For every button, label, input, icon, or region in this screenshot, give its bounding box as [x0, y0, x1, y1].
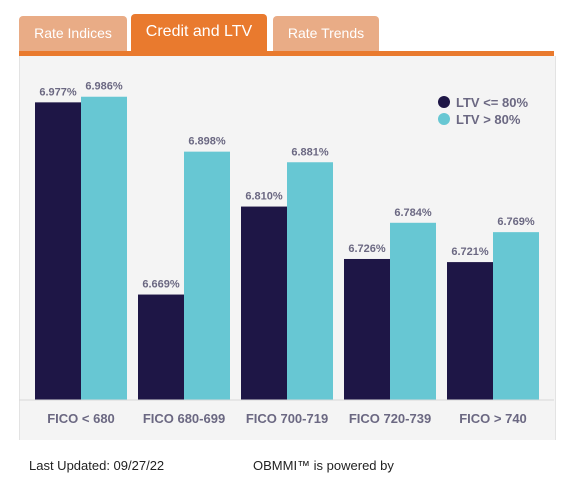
x-tick-label: FICO 720-739	[349, 411, 431, 426]
tab-rate-trends[interactable]: Rate Trends	[273, 16, 379, 52]
bar-ltv-gt-80-2	[287, 162, 333, 400]
legend-label: LTV <= 80%	[456, 95, 528, 110]
bar-ltv-gt-80-1	[184, 151, 230, 400]
legend-label: LTV > 80%	[456, 112, 521, 127]
bar-ltv-le-80-4	[447, 262, 493, 400]
bar-value-label: 6.784%	[394, 207, 432, 219]
tab-underline	[19, 51, 554, 56]
bar-ltv-le-80-2	[241, 206, 287, 400]
last-updated-text: Last Updated: 09/27/22	[29, 458, 165, 473]
x-tick-labels-group: FICO < 680 FICO 680-699 FICO 700-719 FICO 7…	[47, 411, 527, 426]
bar-value-label: 6.986%	[85, 81, 123, 93]
legend: LTV <= 80% LTV > 80%	[438, 95, 528, 127]
bar-value-label: 6.881%	[291, 146, 329, 158]
bar-value-label: 6.898%	[188, 136, 226, 148]
x-tick-label: FICO 680-699	[143, 411, 225, 426]
tab-strip: Rate Indices Credit and LTV Rate Trends	[19, 14, 554, 52]
bar-value-label: 6.721%	[451, 246, 489, 258]
bar-ltv-le-80-1	[138, 294, 184, 400]
x-tick-label: FICO < 680	[47, 411, 115, 426]
tab-rate-indices[interactable]: Rate Indices	[19, 16, 127, 52]
bar-ltv-gt-80-4	[493, 232, 539, 400]
bar-ltv-le-80-3	[344, 258, 390, 400]
bar-value-label: 6.977%	[39, 86, 77, 98]
legend-marker	[438, 96, 450, 108]
bar-ltv-le-80-0	[35, 102, 81, 401]
bar-value-label: 6.726%	[348, 243, 386, 255]
x-tick-label: FICO 700-719	[246, 411, 328, 426]
value-labels-group: 6.977% 6.986% 6.669% 6.898% 6.810% 6.881% 6.72…	[39, 81, 535, 291]
bar-value-label: 6.669%	[142, 279, 180, 291]
x-tick-label: FICO > 740	[459, 411, 527, 426]
bar-value-label: 6.810%	[245, 191, 283, 203]
tab-credit-and-ltv[interactable]: Credit and LTV	[131, 14, 267, 52]
legend-marker	[438, 113, 450, 125]
bar-ltv-gt-80-3	[390, 222, 436, 400]
bar-ltv-gt-80-0	[81, 96, 127, 401]
bar-value-label: 6.769%	[497, 216, 535, 228]
powered-by-text: OBMMI™ is powered by	[253, 458, 394, 473]
bars-group	[35, 96, 539, 401]
